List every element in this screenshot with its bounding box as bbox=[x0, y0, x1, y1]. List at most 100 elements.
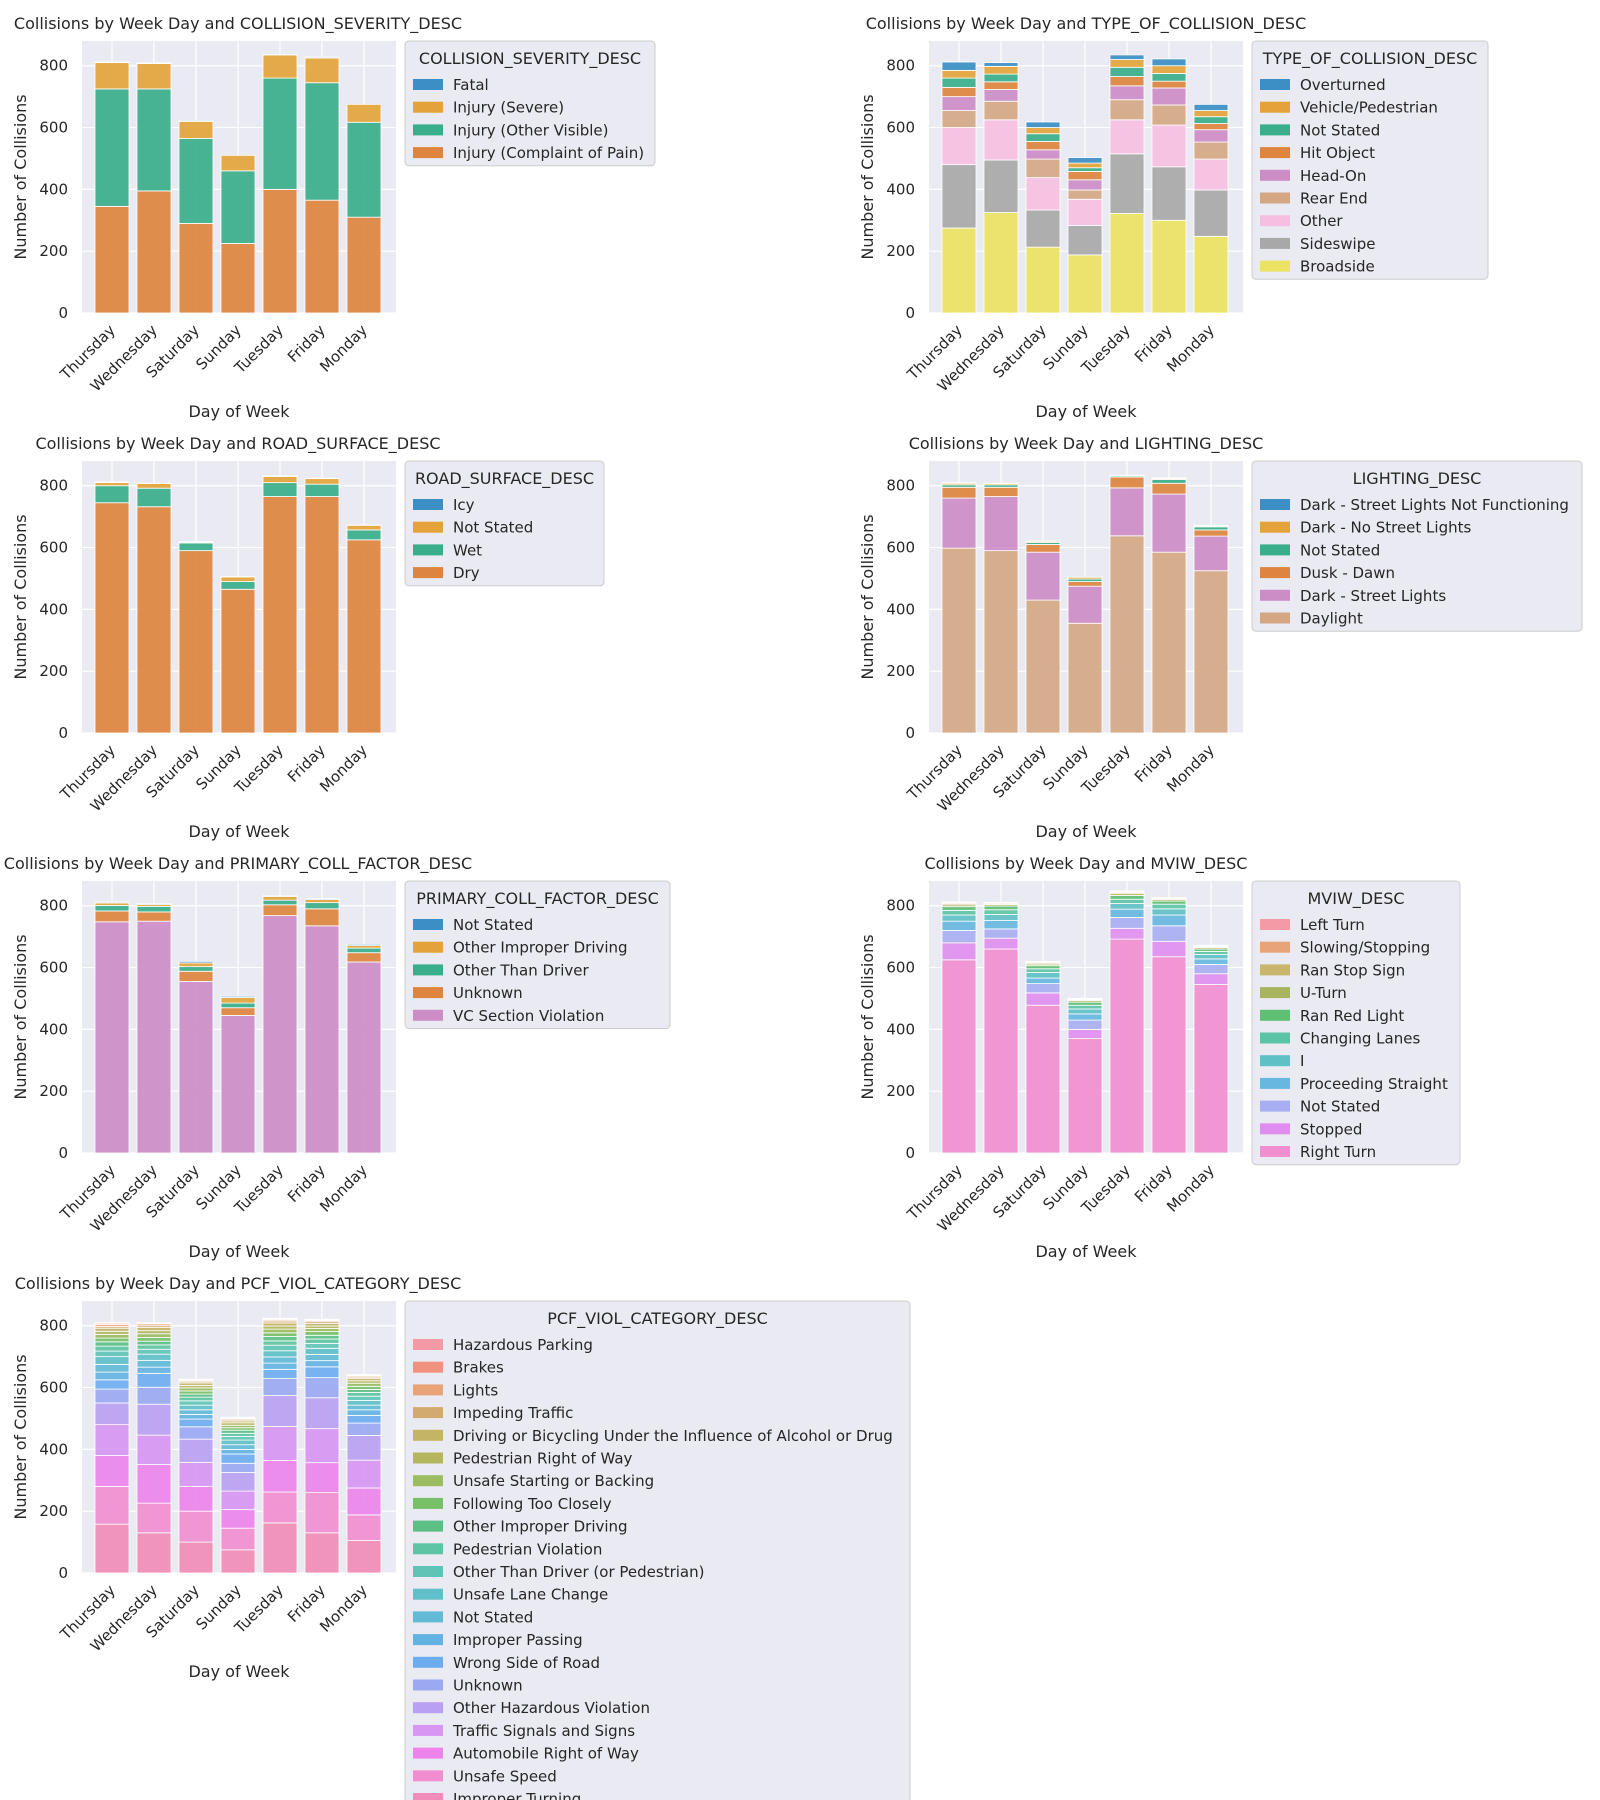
bar-segment bbox=[941, 930, 977, 944]
bar-segment bbox=[983, 909, 1019, 915]
bar-segment bbox=[304, 1462, 340, 1494]
bar-segment bbox=[346, 539, 382, 734]
legend-box bbox=[404, 1300, 911, 1800]
legend-swatch bbox=[1260, 1123, 1290, 1135]
bar-segment bbox=[346, 1414, 382, 1424]
legend-swatch bbox=[413, 544, 443, 556]
legend-entry: Icy bbox=[453, 496, 475, 514]
bar-segment bbox=[136, 1464, 172, 1504]
y-tick-label: 600 bbox=[886, 119, 915, 137]
bar-segment bbox=[1025, 960, 1061, 963]
legend-title: LIGHTING_DESC bbox=[1353, 469, 1482, 489]
legend: PRIMARY_COLL_FACTOR_DESC Not Stated Other … bbox=[404, 880, 671, 1029]
bar-segment bbox=[262, 1332, 298, 1337]
bar-segment bbox=[262, 475, 298, 477]
bar-segment bbox=[304, 902, 340, 910]
bar-segment bbox=[1109, 535, 1145, 734]
x-axis-label: Day of Week bbox=[1035, 402, 1137, 421]
legend-swatch bbox=[1260, 215, 1290, 227]
legend-swatch bbox=[413, 124, 443, 136]
legend-swatch bbox=[1260, 79, 1290, 90]
bar-segment bbox=[346, 1435, 382, 1461]
bar-segment bbox=[220, 1462, 256, 1473]
bar-segment bbox=[1067, 1001, 1103, 1006]
legend-swatch bbox=[413, 1702, 443, 1714]
legend: COLLISION_SEVERITY_DESC Fatal Injury (Seve… bbox=[404, 40, 656, 167]
legend-swatch bbox=[413, 1384, 443, 1396]
legend-entry: Rear End bbox=[1300, 190, 1368, 208]
y-tick-label: 0 bbox=[58, 1144, 68, 1162]
bar-segment bbox=[304, 1360, 340, 1368]
bar-segment bbox=[94, 901, 130, 904]
bar-segment bbox=[262, 915, 298, 1154]
bar-segment bbox=[983, 62, 1019, 67]
legend-swatch bbox=[413, 1566, 443, 1577]
bar-segment bbox=[1151, 479, 1187, 484]
legend-entry: Impeding Traffic bbox=[453, 1404, 573, 1422]
bar-segment bbox=[1025, 149, 1061, 160]
y-tick-label: 600 bbox=[886, 539, 915, 557]
x-axis-label: Day of Week bbox=[188, 1662, 290, 1681]
bar-segment bbox=[94, 1330, 130, 1335]
bar-segment bbox=[220, 1439, 256, 1446]
legend-entry: Brakes bbox=[453, 1359, 504, 1377]
bar-segment bbox=[1193, 973, 1229, 985]
y-tick-label: 800 bbox=[886, 477, 915, 495]
bar-segment bbox=[94, 921, 130, 1154]
bar-segment bbox=[1067, 179, 1103, 191]
legend-swatch bbox=[413, 1339, 443, 1350]
bar-segment bbox=[136, 1366, 172, 1374]
chart-6: Collisions by Week Day and MVIW_DESC 0 200… bbox=[858, 854, 1461, 1261]
y-tick-label: 0 bbox=[905, 304, 915, 322]
bar-segment bbox=[94, 1327, 130, 1332]
legend-entry: Dark - Street Lights bbox=[1300, 587, 1446, 605]
bar-segment bbox=[983, 89, 1019, 102]
y-axis-label: Number of Collisions bbox=[11, 1354, 30, 1519]
bar-segment bbox=[94, 485, 130, 504]
bar-segment bbox=[1025, 992, 1061, 1006]
bar-segment bbox=[1151, 551, 1187, 734]
legend-box bbox=[404, 460, 605, 587]
bar-segment bbox=[136, 1322, 172, 1324]
legend-title: PCF_VIOL_CATEGORY_DESC bbox=[547, 1309, 768, 1329]
bar-segment bbox=[941, 96, 977, 111]
bar-segment bbox=[220, 170, 256, 244]
bar-segment bbox=[262, 1378, 298, 1396]
bar-segment bbox=[178, 981, 214, 1154]
legend-entry: Other bbox=[1300, 212, 1343, 230]
legend-swatch bbox=[1260, 1100, 1290, 1112]
y-tick-label: 800 bbox=[886, 897, 915, 915]
bar-segment bbox=[1151, 908, 1187, 916]
bar-segment bbox=[983, 550, 1019, 734]
bar-segment bbox=[941, 909, 977, 916]
bar-segment bbox=[1067, 198, 1103, 226]
legend: TYPE_OF_COLLISION_DESC Overturned Vehicle/… bbox=[1251, 40, 1489, 280]
bar-segment bbox=[1109, 476, 1145, 489]
bar-segment bbox=[346, 1459, 382, 1489]
legend-entry: Improper Turning bbox=[453, 1790, 581, 1800]
legend-swatch bbox=[413, 1452, 443, 1464]
bar-segment bbox=[1193, 141, 1229, 160]
bar-segment bbox=[304, 1366, 340, 1379]
legend-box bbox=[404, 40, 656, 167]
bar-segment bbox=[1067, 998, 1103, 1000]
y-axis-label: Number of Collisions bbox=[11, 514, 30, 679]
bar-segment bbox=[178, 1510, 214, 1543]
legend-entry: Proceeding Straight bbox=[1300, 1075, 1448, 1093]
y-tick-label: 400 bbox=[39, 180, 68, 198]
y-tick-label: 200 bbox=[39, 1082, 68, 1100]
bar-segment bbox=[1067, 171, 1103, 181]
bar-segment bbox=[136, 1337, 172, 1342]
bar-segment bbox=[136, 487, 172, 508]
bar-segment bbox=[304, 1331, 340, 1336]
bar-segment bbox=[136, 63, 172, 90]
bar-segment bbox=[1151, 80, 1187, 89]
bar-segment bbox=[346, 103, 382, 123]
legend-entry: Not Stated bbox=[1300, 541, 1380, 559]
bar-segment bbox=[983, 937, 1019, 950]
bar-segment bbox=[346, 529, 382, 541]
bar-segment bbox=[94, 1379, 130, 1390]
legend-swatch bbox=[1260, 147, 1290, 159]
legend-swatch bbox=[1260, 1032, 1290, 1044]
bar-segment bbox=[136, 911, 172, 922]
